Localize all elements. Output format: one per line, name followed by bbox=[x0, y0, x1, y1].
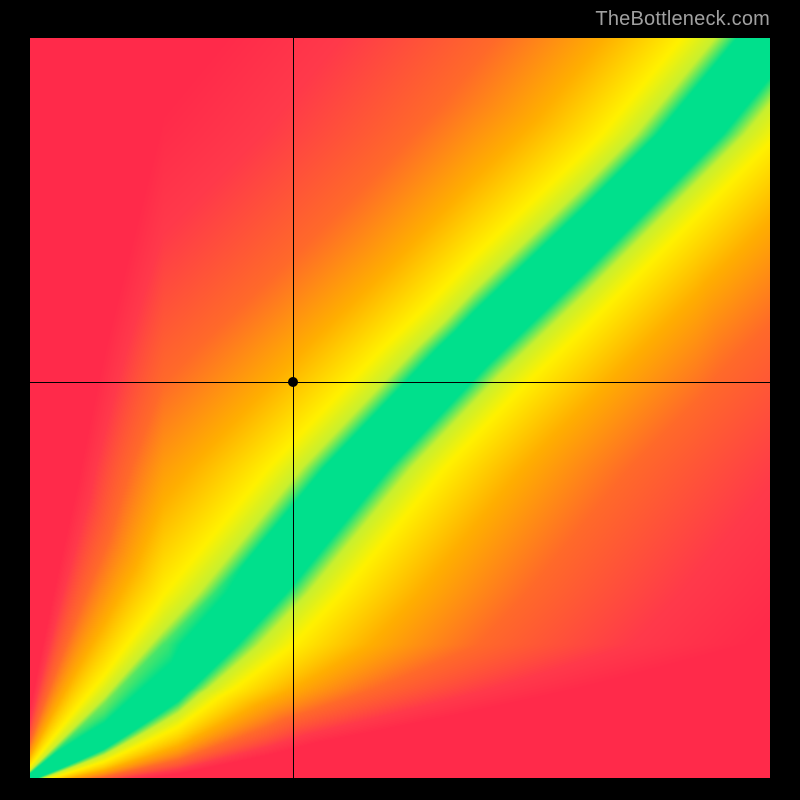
watermark-text: TheBottleneck.com bbox=[595, 8, 770, 31]
figure-root: TheBottleneck.com bbox=[0, 0, 800, 800]
crosshair-horizontal bbox=[30, 382, 770, 383]
heatmap-canvas bbox=[30, 38, 770, 778]
heatmap-plot bbox=[30, 38, 770, 778]
crosshair-vertical bbox=[293, 38, 294, 778]
crosshair-marker-dot bbox=[288, 377, 298, 387]
